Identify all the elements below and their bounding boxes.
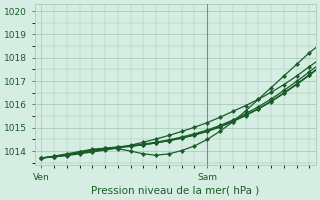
- X-axis label: Pression niveau de la mer( hPa ): Pression niveau de la mer( hPa ): [91, 186, 260, 196]
